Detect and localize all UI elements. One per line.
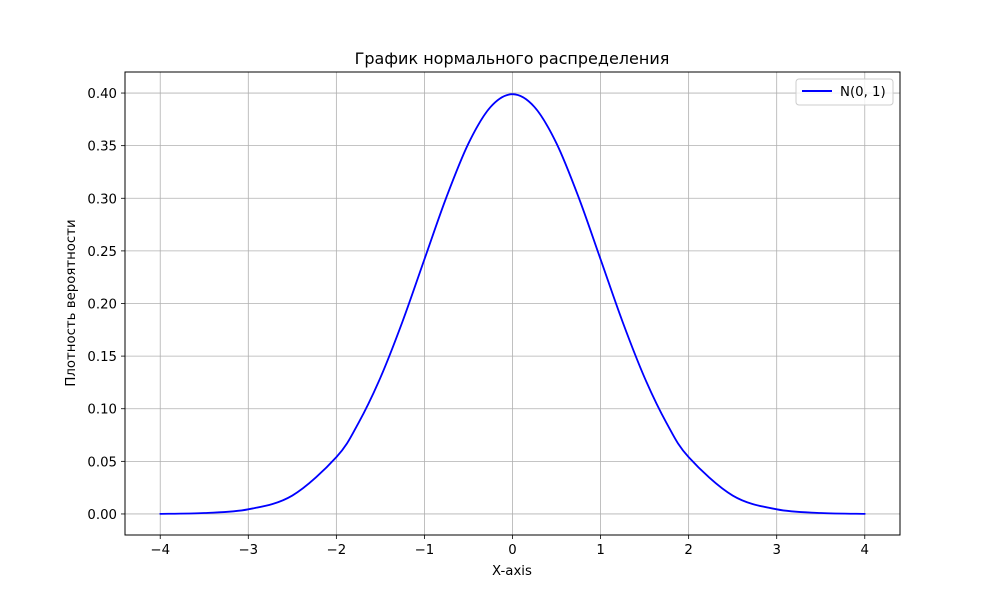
x-tick-label: 1 [596,543,604,558]
y-tick-label: 0.20 [87,298,117,313]
x-tick-label: −4 [150,543,170,558]
x-axis-ticks: −4 −3 −2 −1 0 1 2 3 4 [150,535,869,558]
y-tick-label: 0.30 [87,192,117,207]
legend-label: N(0, 1) [840,85,886,100]
legend: N(0, 1) [795,78,894,106]
y-tick-label: 0.15 [87,350,117,365]
series-layer [159,93,866,515]
y-tick-label: 0.25 [87,245,117,260]
x-tick-label: −1 [415,543,435,558]
legend-box [795,78,894,106]
x-tick-label: 0 [508,543,516,558]
y-tick-label: 0.10 [87,403,117,418]
y-tick-label: 0.40 [87,87,117,102]
grid [125,72,900,535]
x-tick-label: −3 [238,543,258,558]
y-axis-ticks: 0.00 0.05 0.10 0.15 0.20 0.25 0.30 0.35 0.40 [87,87,125,523]
y-tick-label: 0.05 [87,455,117,470]
x-tick-label: 4 [861,543,869,558]
chart-title: График нормального распределения [355,49,670,68]
x-tick-label: 2 [684,543,692,558]
series-line-n01 [159,93,866,515]
y-tick-label: 0.35 [87,140,117,155]
y-tick-label: 0.00 [87,508,117,523]
y-axis-title: Плотность вероятности [64,219,79,386]
x-tick-label: −2 [327,543,347,558]
x-tick-label: 3 [772,543,780,558]
x-axis-title: X-axis [492,564,532,579]
